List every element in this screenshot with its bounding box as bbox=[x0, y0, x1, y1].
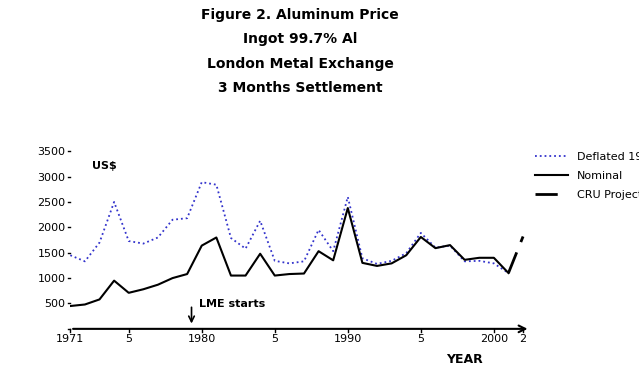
Legend: Deflated 1999 = 100, Nominal, CRU Projection: Deflated 1999 = 100, Nominal, CRU Projec… bbox=[530, 148, 639, 204]
Text: Ingot 99.7% Al: Ingot 99.7% Al bbox=[243, 32, 357, 46]
Text: 3 Months Settlement: 3 Months Settlement bbox=[218, 81, 383, 95]
Text: US$: US$ bbox=[92, 161, 117, 171]
Text: Figure 2. Aluminum Price: Figure 2. Aluminum Price bbox=[201, 8, 399, 22]
Text: YEAR: YEAR bbox=[446, 353, 483, 366]
Text: LME starts: LME starts bbox=[199, 299, 265, 310]
Text: London Metal Exchange: London Metal Exchange bbox=[207, 57, 394, 71]
